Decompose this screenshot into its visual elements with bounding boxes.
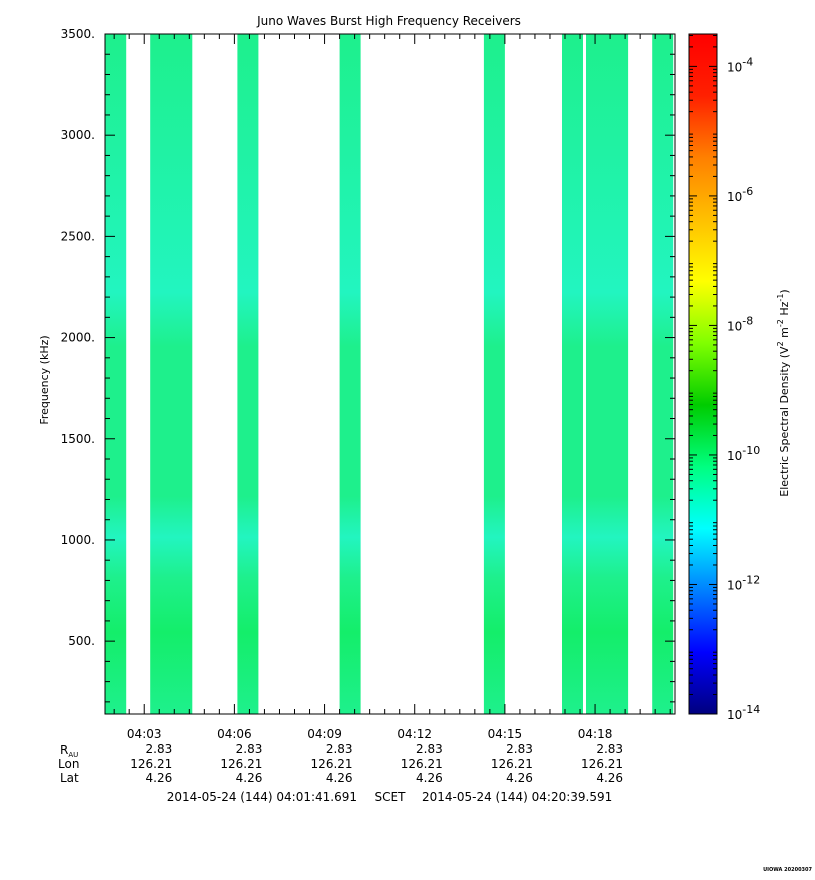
time-range-end: 2014-05-24 (144) 04:20:39.591 <box>422 790 612 804</box>
cb-label-hz: Hz <box>778 301 791 319</box>
burst-segment <box>150 34 193 714</box>
y-tick-label: 3000. <box>61 128 95 142</box>
colorbar-tick-label: 10-10 <box>727 444 760 463</box>
row-label-r-main: R <box>60 743 68 757</box>
row-label-lat: Lat <box>60 771 79 785</box>
cb-label-sup3: -1 <box>776 294 785 302</box>
burst-segment <box>562 34 583 714</box>
burst-segment <box>483 34 505 714</box>
footer-tag: UIOWA 20200307 <box>763 867 812 873</box>
y-axis-label: Frequency (kHz) <box>38 335 51 424</box>
time-range-line: 2014-05-24 (144) 04:01:41.691 SCET 2014-… <box>167 790 613 804</box>
ephemeris-value: 126.21 <box>130 757 172 771</box>
ephemeris-value: 4.26 <box>596 771 623 785</box>
colorbar-label: Electric Spectral Density (V2 m-2 Hz-1) <box>776 289 791 496</box>
y-tick-label: 1500. <box>61 432 95 446</box>
ephemeris-value: 2.83 <box>416 742 443 756</box>
ephemeris-value: 126.21 <box>581 757 623 771</box>
y-tick-label: 1000. <box>61 533 95 547</box>
row-label-lon: Lon <box>58 757 79 771</box>
burst-segments <box>105 34 674 714</box>
ephemeris-value: 4.26 <box>506 771 533 785</box>
colorbar-ticks: 10-14 10-12 10-10 10-8 10-6 10-4 <box>689 34 760 722</box>
ephemeris-value: 126.21 <box>491 757 533 771</box>
cb-label-sup1: 2 <box>776 341 785 346</box>
burst-segment <box>105 34 127 714</box>
x-tick-label: 04:06 <box>217 727 252 741</box>
burst-segment <box>652 34 674 714</box>
burst-segment <box>339 34 361 714</box>
colorbar-tick-label: 10-12 <box>727 573 760 592</box>
colorbar-tick-label: 10-14 <box>727 703 760 722</box>
time-range-frame: SCET <box>375 790 407 804</box>
ephemeris-table: RAU Lon Lat <box>58 743 79 785</box>
x-tick-label: 04:03 <box>127 727 162 741</box>
colorbar <box>688 33 718 715</box>
y-tick-label: 2500. <box>61 229 95 243</box>
x-tick-label: 04:09 <box>307 727 342 741</box>
y-tick-label: 3500. <box>61 27 95 41</box>
ephemeris-value: 2.83 <box>596 742 623 756</box>
ephemeris-value: 126.21 <box>311 757 353 771</box>
x-axis-ticks: 04:032.83126.214.2604:062.83126.214.2604… <box>113 34 671 785</box>
colorbar-tick-label: 10-8 <box>727 314 753 333</box>
x-tick-label: 04:12 <box>397 727 432 741</box>
cb-label-end: ) <box>778 289 791 293</box>
colorbar-tick-label: 10-4 <box>727 55 753 74</box>
cb-label-sup2: -2 <box>776 319 785 327</box>
colorbar-tick-label: 10-6 <box>727 185 753 204</box>
chart-title: Juno Waves Burst High Frequency Receiver… <box>256 14 521 28</box>
row-label-r-sub: AU <box>68 751 78 759</box>
x-tick-label: 04:15 <box>488 727 523 741</box>
ephemeris-value: 4.26 <box>236 771 263 785</box>
row-label-r: RAU <box>60 743 78 759</box>
y-axis-ticks: 500. 1000. 1500. 2000. 2500. 3000. 3500. <box>61 27 675 703</box>
time-range-start: 2014-05-24 (144) 04:01:41.691 <box>167 790 357 804</box>
burst-segment <box>586 34 629 714</box>
ephemeris-value: 4.26 <box>326 771 353 785</box>
ephemeris-value: 126.21 <box>401 757 443 771</box>
ephemeris-value: 126.21 <box>220 757 262 771</box>
ephemeris-value: 4.26 <box>146 771 173 785</box>
ephemeris-value: 2.83 <box>506 742 533 756</box>
cb-label-main: Electric Spectral Density (V <box>778 346 791 497</box>
ephemeris-value: 2.83 <box>146 742 173 756</box>
y-tick-label: 500. <box>68 634 95 648</box>
cb-label-mid: m <box>778 327 791 341</box>
x-tick-label: 04:18 <box>578 727 613 741</box>
burst-segment <box>237 34 259 714</box>
y-tick-label: 2000. <box>61 331 95 345</box>
ephemeris-value: 4.26 <box>416 771 443 785</box>
ephemeris-value: 2.83 <box>326 742 353 756</box>
ephemeris-value: 2.83 <box>236 742 263 756</box>
plot-frame <box>104 33 676 715</box>
